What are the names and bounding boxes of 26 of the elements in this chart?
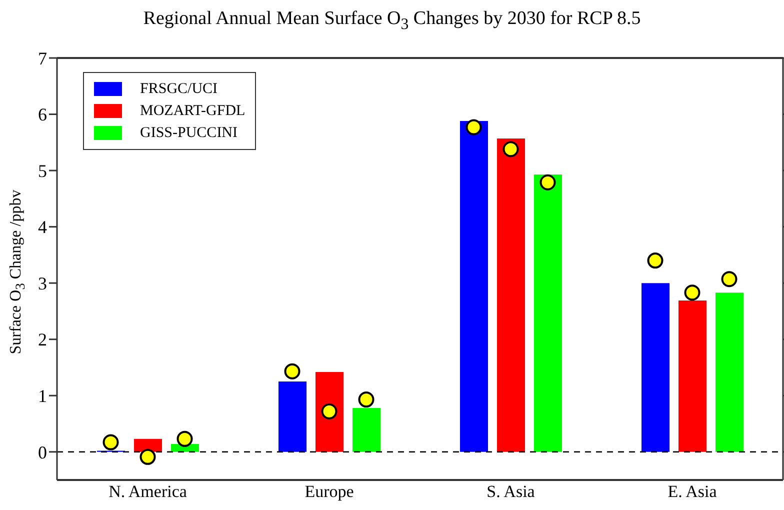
y-tick-label: 5 xyxy=(38,160,47,181)
y-tick-label: 3 xyxy=(38,273,47,294)
bar xyxy=(497,138,525,452)
bar xyxy=(642,283,670,452)
bar xyxy=(678,300,706,452)
y-tick-label: 6 xyxy=(38,104,47,125)
x-tick-label: Europe xyxy=(304,482,354,502)
y-tick-label: 0 xyxy=(38,442,47,462)
x-tick-label: E. Asia xyxy=(668,482,718,502)
y-tick-label: 1 xyxy=(38,386,47,406)
bar xyxy=(134,438,162,452)
bar xyxy=(716,292,744,452)
bar xyxy=(278,382,306,452)
legend-label: GISS-PUCCINI xyxy=(140,124,238,142)
legend-label: MOZART-GFDL xyxy=(140,102,246,120)
y-tick-label: 4 xyxy=(38,217,47,238)
chart-title: Regional Annual Mean Surface O$_{3}$ Changes by 2030 for RCP 8.5 xyxy=(142,8,642,34)
legend-label: FRSGC/UCI xyxy=(140,80,218,98)
bar xyxy=(352,408,380,452)
bar xyxy=(460,121,488,452)
bar xyxy=(316,372,344,452)
y-tick-label: 2 xyxy=(38,330,47,350)
bar xyxy=(534,174,562,452)
y-tick-label: 7 xyxy=(38,48,47,68)
x-tick-label: N. America xyxy=(108,482,188,502)
x-tick-label: S. Asia xyxy=(486,482,536,502)
